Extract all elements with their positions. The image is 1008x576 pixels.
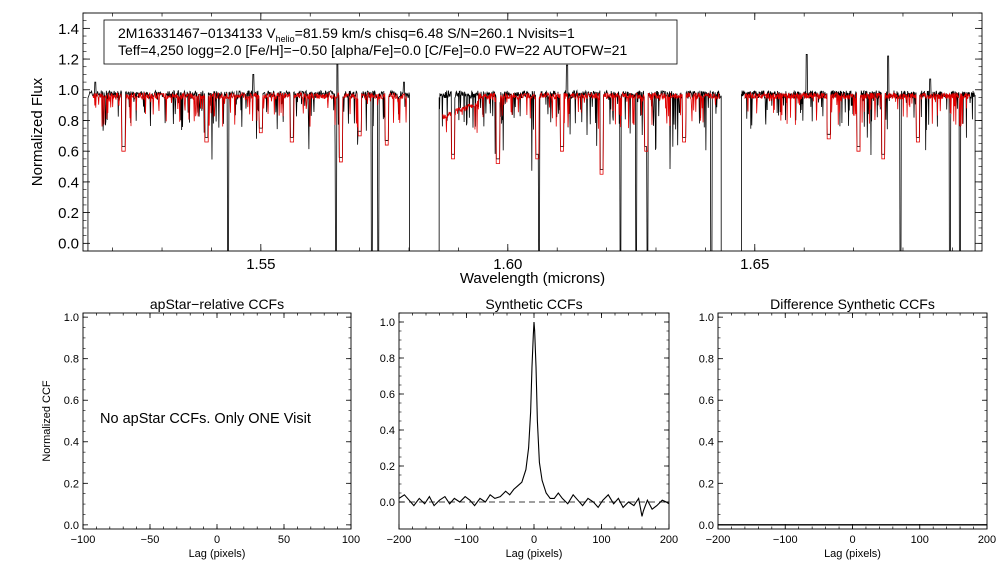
info-line-1-sub: helio — [276, 34, 295, 44]
y-tick-label: 0.8 — [699, 354, 714, 366]
y-tick-label: 0.6 — [380, 389, 395, 401]
plot-area — [399, 321, 669, 517]
y-tick-label: 1.0 — [699, 312, 714, 324]
y-tick-label: 1.0 — [380, 317, 395, 329]
x-tick-label: 200 — [978, 534, 996, 546]
x-tick-label: 100 — [592, 534, 610, 546]
x-tick-label: −100 — [773, 534, 798, 546]
x-tick-label: 100 — [911, 534, 929, 546]
y-tick-label: 0.4 — [699, 437, 714, 449]
x-tick-label: −200 — [706, 534, 731, 546]
x-axis-label: Wavelength (microns) — [460, 270, 605, 287]
x-tick-label: 1.60 — [493, 256, 522, 273]
info-box: 2M16331467−0134133 Vhelio=81.59 km/s chi… — [103, 19, 678, 65]
y-tick-label: 0.4 — [380, 425, 395, 437]
info-line-1-b: =81.59 km/s chisq=6.48 S/N=260.1 Nvisits… — [295, 25, 575, 41]
y-axis-label: Normalized Flux — [29, 77, 46, 186]
y-tick-label: 0.2 — [380, 461, 395, 473]
info-line-2: Teff=4,250 logg=2.0 [Fe/H]=−0.50 [alpha/… — [118, 42, 627, 58]
y-tick-label: 0.0 — [58, 236, 79, 253]
observed-spectrum-chip-1 — [87, 58, 410, 251]
x-tick-label: −200 — [387, 534, 412, 546]
panel-ccf_synth: −200 −100 0 100 200 0.0 0.2 0.4 0.6 0.8 1.0 Synthet… — [380, 296, 678, 560]
model-spectrum-chip-1 — [92, 91, 407, 163]
y-tick-label: 0.8 — [380, 353, 395, 365]
y-axis-label: Normalized CCF — [41, 380, 53, 462]
panel-ccf_apstar: −100 −50 0 50 100 0.0 0.2 0.4 0.6 0.8 1.0 apStar−re… — [41, 296, 360, 560]
x-tick-label: 1.65 — [740, 256, 769, 273]
y-tick-label: 0.4 — [58, 174, 79, 191]
info-line-1-a: 2M16331467−0134133 V — [118, 25, 276, 41]
synthetic-ccf-line — [399, 321, 669, 517]
panel-ccf_diff: −200 −100 0 100 200 0.0 0.2 0.4 0.6 0.8 1.0 Differe… — [699, 296, 996, 560]
y-tick-label: 1.0 — [58, 82, 79, 99]
x-tick-label: 200 — [660, 534, 678, 546]
plot-area — [87, 54, 976, 251]
y-tick-label: 1.2 — [58, 51, 79, 68]
y-tick-label: 0.2 — [64, 478, 79, 490]
y-tick-label: 0.6 — [58, 144, 79, 161]
observed-spectrum-chip-3 — [741, 54, 976, 251]
y-tick-label: 0.6 — [64, 395, 79, 407]
plot-frame — [398, 312, 670, 530]
x-tick-label: 0 — [849, 534, 855, 546]
x-tick-label: −100 — [71, 534, 96, 546]
chart-title: Difference Synthetic CCFs — [770, 296, 935, 312]
x-axis-label: Lag (pixels) — [824, 548, 881, 560]
chart-title: Synthetic CCFs — [485, 296, 582, 312]
no-ccf-annotation: No apStar CCFs. Only ONE Visit — [100, 411, 311, 427]
x-tick-label: 50 — [278, 534, 290, 546]
y-tick-label: 0.8 — [64, 354, 79, 366]
model-spectrum-chip-2 — [442, 91, 720, 175]
y-tick-label: 0.0 — [699, 520, 714, 532]
x-tick-label: 0 — [531, 534, 537, 546]
x-tick-label: 0 — [214, 534, 220, 546]
y-tick-label: 0.4 — [64, 437, 79, 449]
info-line-1: 2M16331467−0134133 Vhelio=81.59 km/s chi… — [118, 25, 575, 44]
y-tick-label: 0.0 — [64, 520, 79, 532]
x-tick-label: 100 — [342, 534, 360, 546]
x-axis-label: Lag (pixels) — [506, 548, 563, 560]
x-tick-label: −50 — [141, 534, 160, 546]
y-tick-label: 0.0 — [380, 497, 395, 509]
y-tick-label: 0.6 — [699, 395, 714, 407]
panel-spectrum: 1.55 1.60 1.65 0.0 0.2 0.4 0.6 0.8 1.0 1.2 1.4 Wave… — [29, 12, 983, 287]
y-tick-label: 0.2 — [699, 478, 714, 490]
y-tick-label: 1.4 — [58, 21, 79, 38]
model-spectrum-chip-3 — [744, 91, 971, 160]
chart-title: apStar−relative CCFs — [150, 296, 284, 312]
plot-frame — [82, 12, 983, 252]
x-tick-label: −100 — [454, 534, 479, 546]
y-tick-label: 0.2 — [58, 205, 79, 222]
plot-frame — [717, 312, 988, 530]
x-tick-label: 1.55 — [246, 256, 275, 273]
y-tick-label: 1.0 — [64, 312, 79, 324]
x-axis-label: Lag (pixels) — [189, 548, 246, 560]
observed-spectrum-chip-2 — [438, 64, 722, 251]
y-tick-label: 0.8 — [58, 113, 79, 130]
